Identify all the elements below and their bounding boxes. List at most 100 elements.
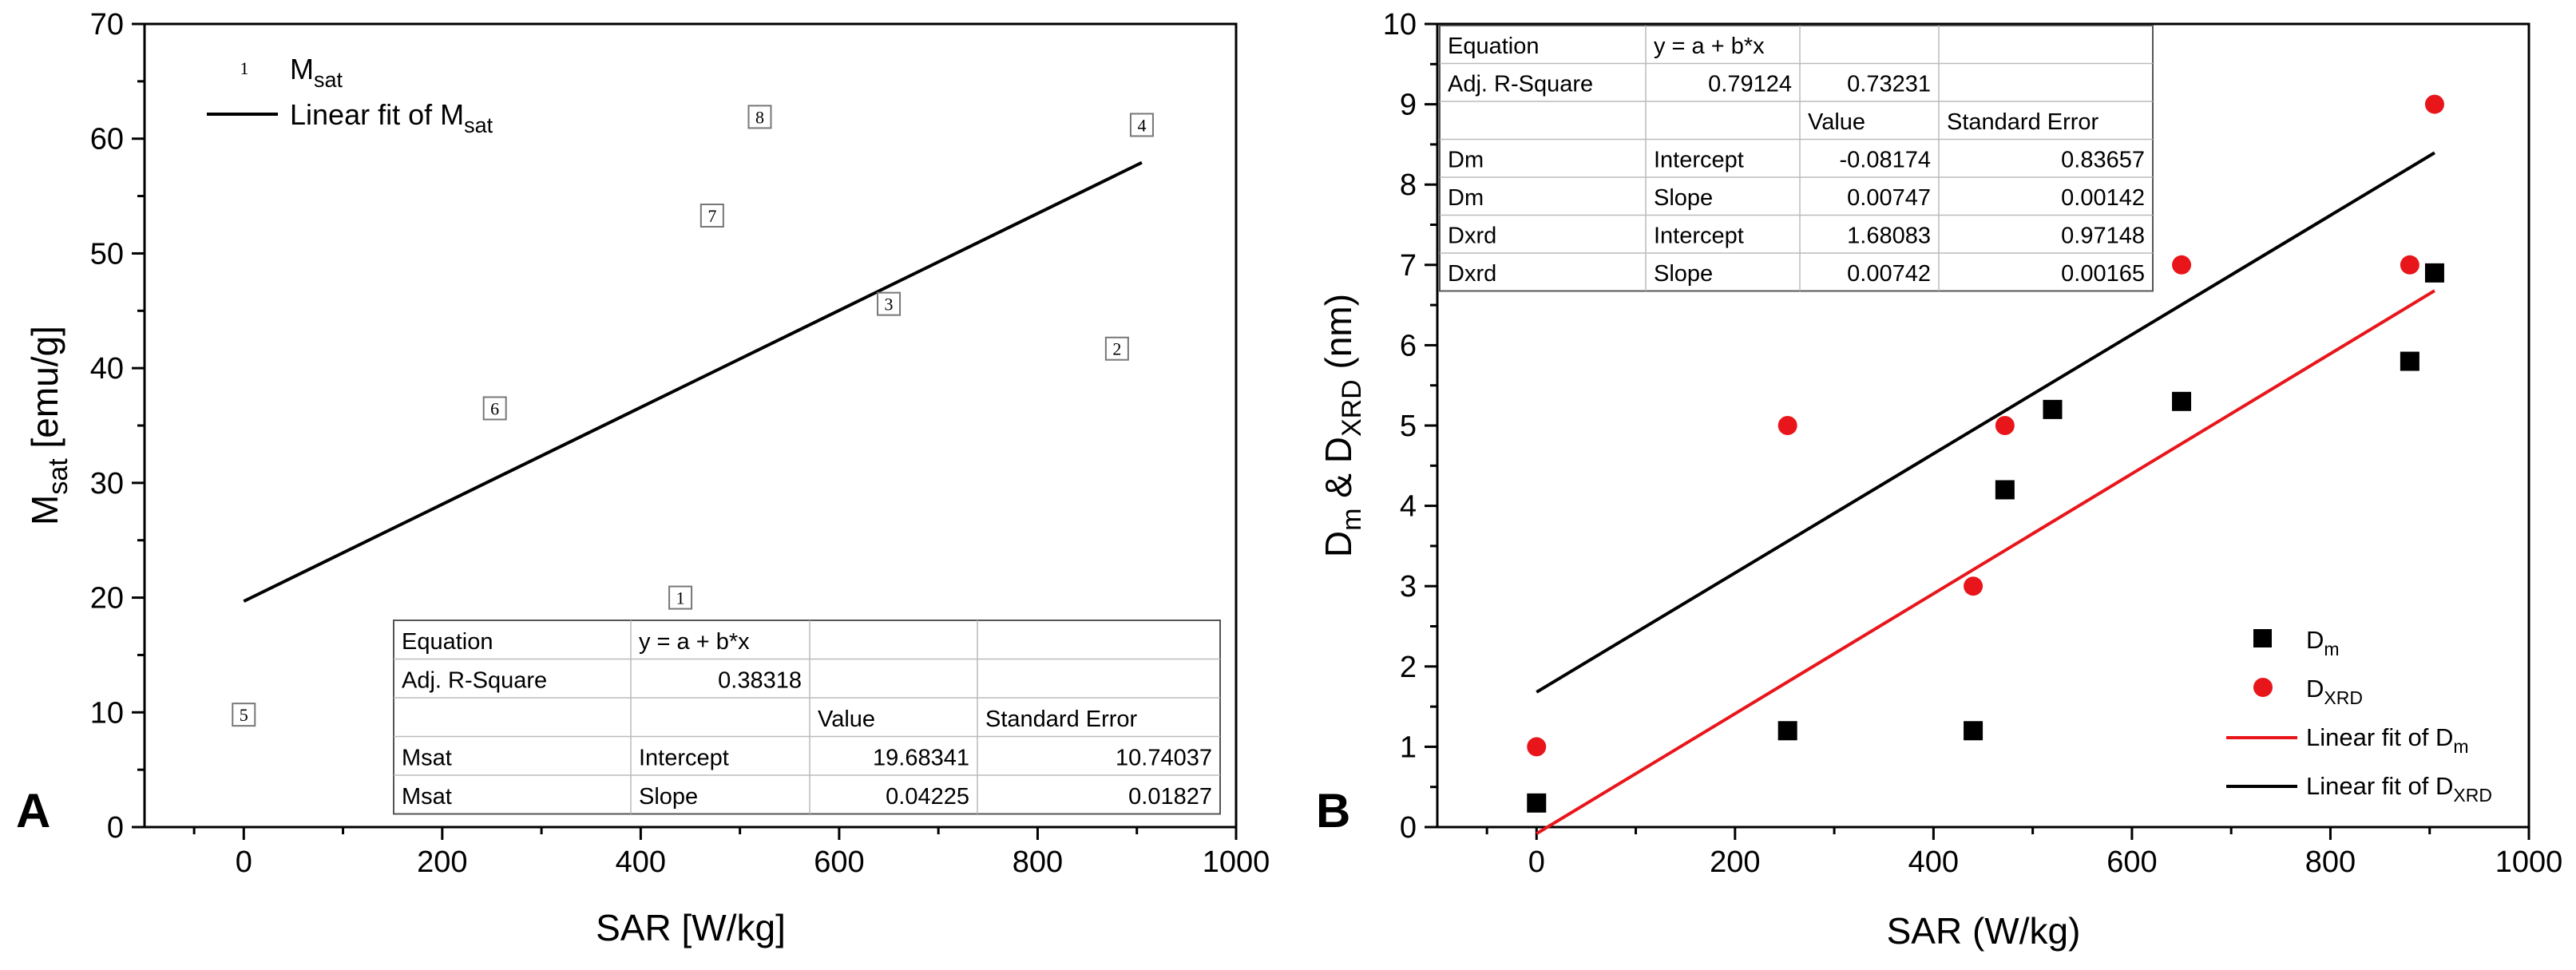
panel-b-legend-dm-label: Dm	[2306, 626, 2340, 659]
panel-a-table-cell: 19.68341	[873, 745, 969, 770]
panel-b-table-cell: 0.97148	[2061, 224, 2145, 249]
panel-a-point-box	[482, 396, 507, 421]
panel-b-point-dxrd	[1964, 576, 1984, 596]
panel-a-legend-fit-label: Linear fit of Msat	[290, 98, 493, 137]
panel-a-fit-line	[243, 160, 1143, 603]
panel-a-legend-marker: 1	[240, 58, 249, 78]
panel-b-point-dxrd	[1527, 737, 1547, 757]
panel-a-table-cell: 0.04225	[886, 784, 969, 810]
panel-b-table-cell: Equation	[1448, 34, 1540, 59]
panel-a-points: 1 2 3 4 5 6 7 8	[232, 105, 1154, 727]
panel-b-y-tick-label: 0	[1400, 811, 1417, 845]
panel-a-point-box	[877, 291, 902, 316]
panel-b-point-dm	[2172, 391, 2192, 411]
panel-b-table-cell: Slope	[1654, 261, 1713, 287]
panel-b-x-tick-label: 400	[1908, 845, 1959, 879]
panel-b-point-dxrd	[2424, 94, 2444, 114]
panel-b-y-tick-label: 2	[1400, 651, 1417, 684]
panel-b-y-tick-label: 4	[1400, 490, 1417, 524]
panel-a-point-label: 5	[240, 705, 248, 725]
panel-b-y-tick-label: 7	[1400, 249, 1417, 283]
panel-b-table-cell: 1.68083	[1847, 224, 1931, 249]
panel-b-fit-line-dxrd	[1536, 151, 2435, 694]
panel-b-x-axis-title: SAR (W/kg)	[1887, 910, 2081, 952]
panel-a-table-border	[393, 620, 1221, 815]
panel-a-x-tick-label: 400	[616, 845, 666, 879]
panel-a-table-cell: Adj. R-Square	[402, 667, 547, 693]
panel-a-y-tick-label: 60	[90, 123, 124, 156]
panel-a-point-box	[1104, 336, 1129, 361]
panel-a-table-cell: Equation	[402, 629, 493, 655]
panel-a-table-cell: 10.74037	[1116, 745, 1212, 770]
panel-a-y-tick-label: 40	[90, 352, 124, 386]
panel-a-table-cell: 0.01827	[1128, 784, 1212, 810]
panel-b-table-cell: Intercept	[1654, 224, 1744, 249]
panel-a-table-cell: y = a + b*x	[639, 629, 750, 655]
panel-b-point-dm	[1995, 480, 2015, 500]
panel-a-table-cell: Value	[818, 707, 875, 732]
panel-a-x-tick-label: 600	[814, 845, 864, 879]
panel-b-y-tick-label: 1	[1400, 730, 1417, 764]
panel-b-table-cell: Dm	[1448, 185, 1484, 211]
panel-a-y-tick-label: 30	[90, 467, 124, 501]
panel-a-point-label: 8	[755, 107, 764, 127]
panel-b-point-dxrd	[1777, 416, 1797, 435]
panel-a-x-axis-title: SAR [W/kg]	[596, 907, 786, 948]
panel-b-legend-fit-dxrd-label: Linear fit of DXRD	[2306, 772, 2492, 806]
panel-b-y-axis-title: Dm & DXRD (nm)	[1318, 294, 1367, 557]
panel-a-x-tick-label: 0	[236, 845, 252, 879]
panel-b-table-cell: Slope	[1654, 185, 1713, 211]
panel-a-point-box	[232, 703, 256, 727]
panel-a-table-cell: Standard Error	[985, 707, 1138, 732]
panel-b-legend-fit-dm-label: Linear fit of Dm	[2306, 723, 2469, 757]
panel-b-table-cell: 0.00142	[2061, 185, 2145, 211]
panel-a-table-cell: 0.38318	[718, 667, 802, 693]
panel-b-table-cell: 0.00165	[2061, 261, 2145, 287]
panel-a-point-box	[747, 105, 772, 129]
panel-b-x-tick-label: 600	[2106, 845, 2157, 879]
panel-b-x-tick-label: 800	[2305, 845, 2356, 879]
panel-b-legend-dxrd-marker	[2253, 678, 2273, 697]
panel-a-table-cell: Msat	[402, 784, 452, 810]
panel-b-stats-table: Equation y = a + b*x Adj. R-Square 0.79124 0…	[1439, 25, 2154, 292]
panel-b-table-cell: 0.79124	[1708, 72, 1792, 97]
panel-a-point-label: 7	[707, 206, 716, 226]
panel-b-legend-dm-marker	[2253, 629, 2272, 647]
panel-b-chart: 0 200 400 600 800 1000 0 1 2 3 4 5 6 7 8 9 10 SAR (W/kg…	[1316, 8, 2562, 952]
panel-a-point-box	[699, 204, 724, 228]
panel-a-table-cell: Intercept	[639, 745, 729, 770]
panel-a-point-label: 6	[490, 398, 499, 418]
panel-a-point-box	[1129, 113, 1154, 137]
panel-b-table-cell: Intercept	[1654, 148, 1744, 173]
panel-b-table-cell: Dm	[1448, 148, 1484, 173]
panel-a-table-cell: Msat	[402, 745, 452, 770]
panel-b-table-cell: 0.00747	[1847, 185, 1931, 211]
panel-b-x-tick-label: 200	[1710, 845, 1760, 879]
panel-b-point-dm	[1964, 721, 1984, 741]
panel-b-y-tick-label: 5	[1400, 410, 1417, 443]
panel-a-x-tick-label: 1000	[1203, 845, 1270, 879]
panel-a-point-label: 3	[885, 295, 894, 315]
panel-b-table-cell: -0.08174	[1840, 148, 1932, 173]
panel-b-y-tick-label: 10	[1383, 8, 1417, 42]
panel-a-y-tick-label: 70	[90, 8, 124, 42]
panel-b-table-cell: Dxrd	[1448, 224, 1496, 249]
panel-a-x-axis: 0 200 400 600 800 1000	[192, 827, 1270, 879]
panel-b-letter: B	[1316, 784, 1350, 837]
panel-a-letter: A	[16, 784, 50, 837]
panel-a-chart: 0 200 400 600 800 1000 0 10 20 30 40 50 60 70 SAR [W…	[16, 8, 1270, 948]
panel-a-point-label: 4	[1137, 115, 1146, 135]
panel-b-table-cell: 0.83657	[2061, 148, 2145, 173]
panel-b-point-dm	[2043, 399, 2063, 419]
panel-a-legend: 1 Msat Linear fit of Msat	[207, 53, 493, 137]
panel-b-point-dxrd	[2400, 255, 2419, 275]
panel-b-y-axis: 0 1 2 3 4 5 6 7 8 9 10	[1383, 8, 1437, 845]
panel-b-points	[1527, 94, 2444, 813]
panel-b-table-cell: y = a + b*x	[1654, 34, 1765, 59]
panel-b-y-tick-label: 3	[1400, 570, 1417, 604]
panel-b-point-dm	[1527, 793, 1547, 813]
panel-b-table-border	[1439, 25, 2154, 292]
panel-b-x-axis: 0 200 400 600 800 1000	[1485, 827, 2562, 879]
panel-b-point-dxrd	[1995, 416, 2015, 435]
